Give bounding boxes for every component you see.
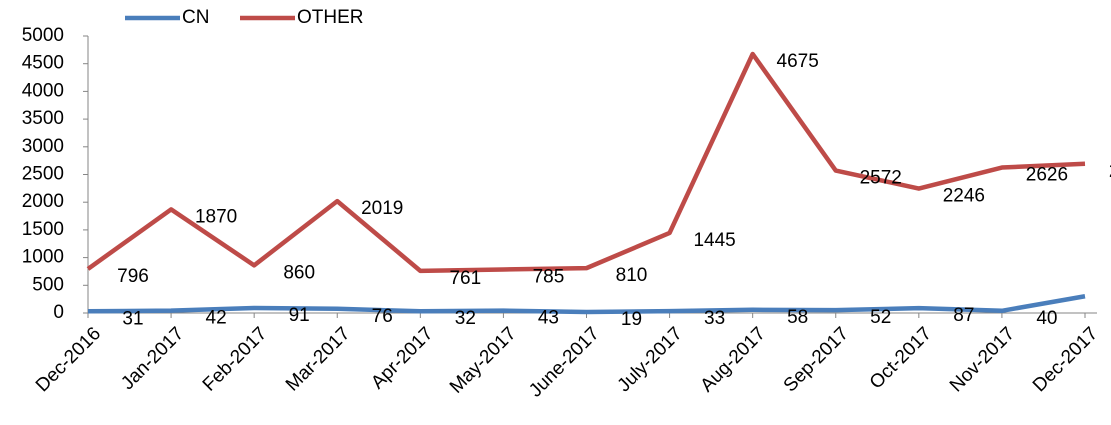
data-label: 43 (538, 308, 559, 329)
legend-label: OTHER (297, 7, 364, 28)
data-label: 52 (870, 307, 891, 328)
x-tick-label: Oct-2017 (866, 323, 936, 393)
data-label: 785 (533, 267, 565, 288)
data-label: 796 (117, 266, 149, 287)
data-label: 31 (122, 308, 143, 329)
data-label: 76 (372, 306, 393, 327)
y-tick-label: 3500 (22, 108, 64, 129)
data-label: 19 (621, 309, 642, 330)
y-tick-label: 3000 (22, 136, 64, 157)
x-tick-label: Aug-2017 (697, 323, 770, 396)
x-tick-label: Dec-2017 (1029, 323, 1102, 396)
data-label: 2019 (361, 198, 403, 219)
data-label: 32 (455, 308, 476, 329)
y-tick-label: 4500 (22, 53, 64, 74)
x-tick-label: June-2017 (525, 323, 603, 401)
x-tick-label: July-2017 (614, 323, 687, 396)
x-tick-label: Feb-2017 (199, 323, 271, 395)
data-label: 1445 (693, 230, 735, 251)
data-label: 1870 (195, 206, 237, 227)
data-label: 40 (1036, 308, 1057, 329)
y-tick-label: 2000 (22, 191, 64, 212)
data-label: 810 (616, 265, 648, 286)
x-tick-label: Apr-2017 (367, 323, 437, 393)
data-label: 87 (953, 305, 974, 326)
x-tick-label: Dec-2016 (32, 323, 105, 396)
y-tick-label: 2500 (22, 164, 64, 185)
data-label: 4675 (777, 51, 819, 72)
data-label: 2572 (860, 168, 902, 189)
data-label: 761 (449, 268, 481, 289)
series-line (86, 51, 1086, 274)
y-tick-label: 0 (53, 302, 64, 323)
data-label: 860 (283, 262, 315, 283)
series-line (87, 294, 1086, 315)
y-tick-label: 4000 (22, 80, 64, 101)
y-tick-label: 500 (32, 274, 64, 295)
x-tick-label: Nov-2017 (946, 323, 1019, 396)
y-tick-label: 1000 (22, 247, 64, 268)
data-label: 91 (289, 305, 310, 326)
data-label: 33 (704, 308, 725, 329)
x-tick-label: Mar-2017 (282, 323, 354, 395)
data-label: 58 (787, 307, 808, 328)
data-label: 42 (206, 308, 227, 329)
data-label: 2693 (1109, 161, 1111, 182)
x-tick-label: May-2017 (446, 323, 521, 398)
y-tick-label: 5000 (22, 25, 64, 46)
legend-label: CN (182, 7, 209, 28)
x-tick-label: Sep-2017 (780, 323, 853, 396)
data-label: 2246 (943, 186, 985, 207)
x-tick-label: Jan-2017 (117, 323, 188, 394)
data-label: 2626 (1026, 165, 1068, 186)
y-tick-label: 1500 (22, 219, 64, 240)
